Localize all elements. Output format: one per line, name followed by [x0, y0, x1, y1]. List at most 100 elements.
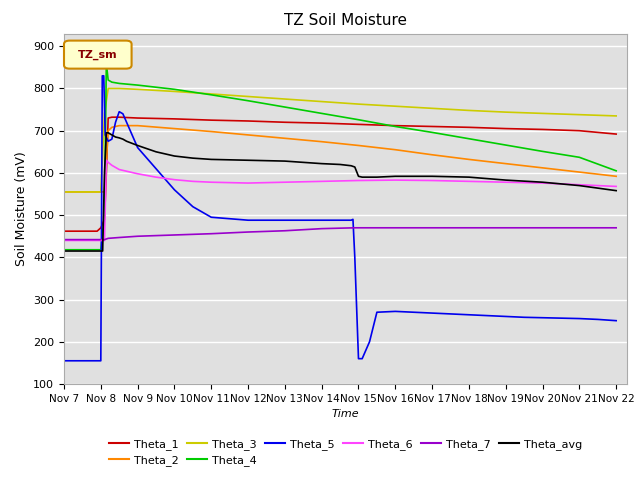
Theta_1	[244, 118, 252, 124]
Theta_6	[281, 180, 289, 185]
Theta_5	[351, 254, 358, 260]
Theta_3	[428, 106, 436, 111]
Theta_2	[108, 124, 116, 130]
Theta_4	[465, 136, 473, 142]
Theta_1	[465, 124, 473, 130]
Theta_5	[539, 315, 547, 321]
Title: TZ Soil Moisture: TZ Soil Moisture	[284, 13, 407, 28]
Theta_avg	[119, 136, 127, 142]
Line: Theta_4: Theta_4	[64, 63, 616, 250]
Theta_5	[101, 132, 109, 138]
X-axis label: Time: Time	[332, 409, 360, 419]
Theta_avg	[99, 248, 106, 254]
Line: Theta_1: Theta_1	[64, 117, 616, 231]
Theta_5	[520, 314, 528, 320]
Theta_1	[355, 121, 362, 127]
Line: Theta_6: Theta_6	[64, 160, 616, 240]
Theta_2	[115, 123, 123, 129]
Theta_4	[392, 123, 399, 129]
Theta_5	[392, 309, 399, 314]
Theta_7	[612, 225, 620, 231]
Theta_avg	[428, 173, 436, 179]
Theta_7	[355, 225, 362, 231]
Theta_6	[189, 179, 196, 184]
Theta_2	[318, 139, 326, 144]
Theta_1	[60, 228, 68, 234]
Theta_6	[612, 183, 620, 189]
Theta_avg	[355, 173, 362, 179]
Theta_5	[115, 109, 123, 115]
Theta_6	[97, 238, 105, 243]
Theta_6	[79, 238, 86, 243]
Theta_7	[392, 225, 399, 231]
Theta_3	[108, 85, 116, 91]
Theta_7	[79, 237, 86, 242]
Theta_5	[318, 217, 326, 223]
Theta_avg	[189, 155, 196, 161]
Theta_3	[355, 101, 362, 107]
Theta_4	[79, 247, 86, 252]
Theta_7	[60, 237, 68, 242]
Theta_3	[244, 94, 252, 99]
Theta_3	[465, 108, 473, 113]
Theta_4	[171, 86, 179, 92]
Theta_2	[60, 189, 68, 195]
Theta_2	[465, 156, 473, 162]
Theta_3	[93, 189, 101, 195]
Theta_6	[539, 180, 547, 186]
Theta_4	[93, 247, 101, 252]
Theta_avg	[123, 138, 131, 144]
Theta_avg	[104, 130, 112, 136]
Theta_4	[60, 247, 68, 252]
Theta_4	[134, 82, 141, 88]
Theta_avg	[207, 156, 215, 162]
Theta_avg	[392, 173, 399, 179]
Theta_3	[97, 189, 105, 195]
Theta_5	[594, 316, 602, 322]
Theta_6	[93, 238, 101, 243]
Theta_7	[97, 237, 105, 242]
Theta_6	[244, 180, 252, 186]
Theta_avg	[152, 149, 160, 155]
Theta_2	[79, 189, 86, 195]
Theta_6	[575, 182, 583, 188]
Theta_3	[207, 91, 215, 97]
Theta_2	[281, 135, 289, 141]
Theta_3	[318, 99, 326, 105]
Theta_2	[575, 169, 583, 175]
Theta_5	[79, 358, 86, 364]
Theta_1	[134, 115, 141, 121]
Theta_3	[502, 109, 509, 115]
Theta_avg	[465, 174, 473, 180]
Theta_7	[171, 232, 179, 238]
Line: Theta_3: Theta_3	[64, 88, 616, 192]
Theta_7	[134, 233, 141, 239]
Theta_3	[539, 110, 547, 116]
Theta_1	[108, 114, 116, 120]
Theta_1	[100, 216, 108, 222]
Theta_2	[171, 126, 179, 132]
Theta_4	[539, 148, 547, 154]
Theta_avg	[300, 159, 307, 165]
Theta_1	[428, 123, 436, 129]
Line: Theta_2: Theta_2	[64, 126, 616, 192]
Theta_3	[100, 111, 108, 117]
Theta_2	[104, 128, 112, 133]
Theta_2	[100, 189, 108, 195]
Theta_avg	[134, 143, 141, 148]
Theta_7	[465, 225, 473, 231]
Theta_6	[108, 162, 116, 168]
Theta_5	[60, 358, 68, 364]
Theta_1	[318, 120, 326, 126]
Theta_6	[318, 179, 326, 184]
Theta_1	[281, 120, 289, 125]
Theta_4	[502, 142, 509, 148]
Theta_5	[373, 309, 381, 315]
Theta_4	[100, 212, 108, 218]
Theta_5	[123, 120, 131, 125]
Theta_5	[355, 356, 362, 361]
Theta_5	[244, 217, 252, 223]
Theta_6	[207, 180, 215, 185]
Theta_6	[60, 238, 68, 243]
Theta_5	[171, 187, 179, 192]
